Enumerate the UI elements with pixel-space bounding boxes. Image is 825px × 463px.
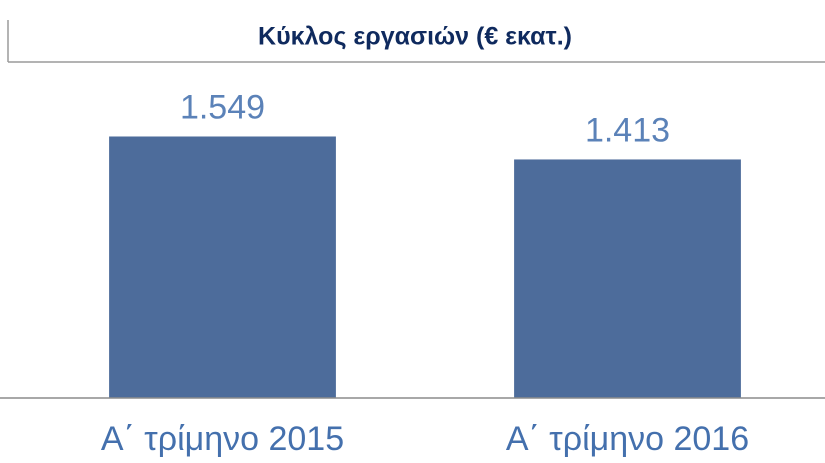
chart-title: Κύκλος εργασιών (€ εκατ.) (258, 23, 572, 51)
bar (109, 136, 336, 398)
value-label: 1.413 (585, 111, 670, 149)
x-tick-label: Α΄ τρίμηνο 2015 (101, 420, 344, 458)
x-tick-label: Α΄ τρίμηνο 2016 (506, 420, 749, 458)
bar (514, 159, 741, 398)
value-label: 1.549 (180, 88, 265, 126)
